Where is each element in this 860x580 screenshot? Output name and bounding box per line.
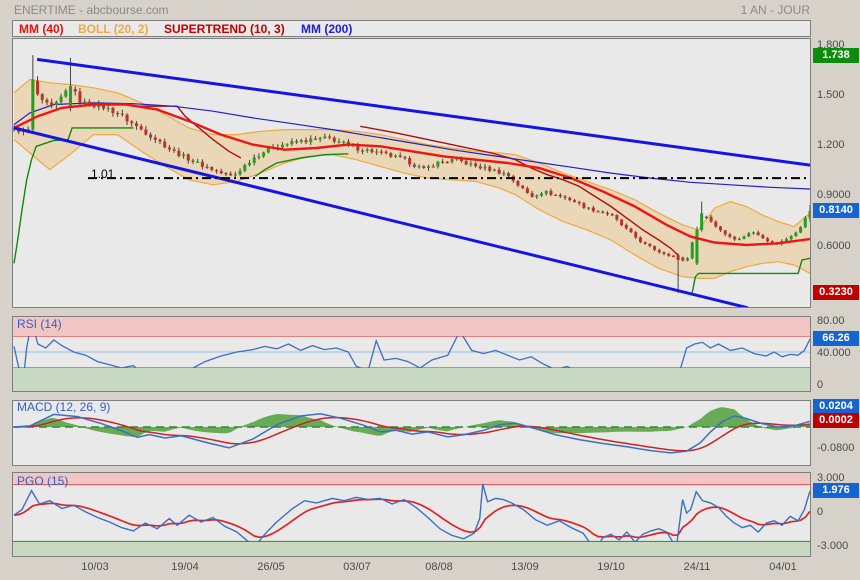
axis-tick-label: 0 (817, 506, 824, 518)
date-tick-label: 24/11 (683, 561, 711, 573)
legend-mm40[interactable]: MM (40) (19, 22, 64, 36)
pgo-lower-band (13, 541, 810, 556)
indicator-legend: MM (40) BOLL (20, 2) SUPERTREND (10, 3) … (12, 20, 811, 37)
date-tick-label: 08/08 (425, 561, 453, 573)
date-tick-label: 19/04 (171, 561, 199, 573)
value-badge: 0.0002 (813, 413, 859, 428)
date-tick-label: 03/07 (343, 561, 371, 573)
macd-title: MACD (12, 26, 9) (17, 400, 111, 414)
macd-panel[interactable] (12, 400, 811, 466)
axis-tick-label: 1.800 (817, 39, 845, 51)
value-badge: 1.976 (813, 482, 859, 498)
rsi-title: RSI (14) (17, 317, 62, 331)
instrument-title: ENERTIME - abcbourse.com (14, 3, 169, 17)
value-badge: 0.3230 (813, 284, 859, 300)
value-badge: 0.8140 (813, 202, 859, 218)
date-tick-label: 04/01 (769, 561, 797, 573)
axis-tick-label: 1.200 (817, 139, 845, 152)
value-badge: 1.738 (813, 48, 859, 64)
axis-tick-label: 0.6000 (817, 239, 851, 252)
alert-level-label: 1.01 (91, 167, 115, 181)
rsi-oversold-band (13, 368, 810, 391)
axis-tick-label: -0.0800 (817, 442, 855, 454)
axis-tick-label: 0.9000 (817, 189, 851, 202)
axis-tick-label: -3.000 (817, 539, 849, 552)
legend-mm200[interactable]: MM (200) (301, 22, 353, 36)
rsi-overbought-band (13, 317, 810, 336)
date-tick-label: 13/09 (511, 561, 539, 573)
axis-tick-label: 0 (817, 379, 824, 391)
axis-tick-label: 1.500 (817, 89, 845, 102)
axis-tick-label: 3.000 (817, 472, 845, 485)
value-badge: 0.0204 (813, 399, 859, 414)
axis-tick-label: 80.00 (817, 315, 845, 327)
pgo-upper-band (13, 473, 810, 485)
period-label: 1 AN - JOUR (740, 3, 810, 17)
legend-supertrend[interactable]: SUPERTREND (10, 3) (164, 22, 285, 36)
legend-bollinger[interactable]: BOLL (20, 2) (78, 22, 149, 36)
date-tick-label: 26/05 (257, 561, 285, 573)
date-tick-label: 10/03 (81, 561, 109, 573)
value-badge: 66.26 (813, 330, 859, 346)
axis-tick-label: 40.000 (817, 347, 851, 359)
date-tick-label: 19/10 (597, 561, 625, 573)
pgo-title: PGO (15) (17, 474, 69, 488)
